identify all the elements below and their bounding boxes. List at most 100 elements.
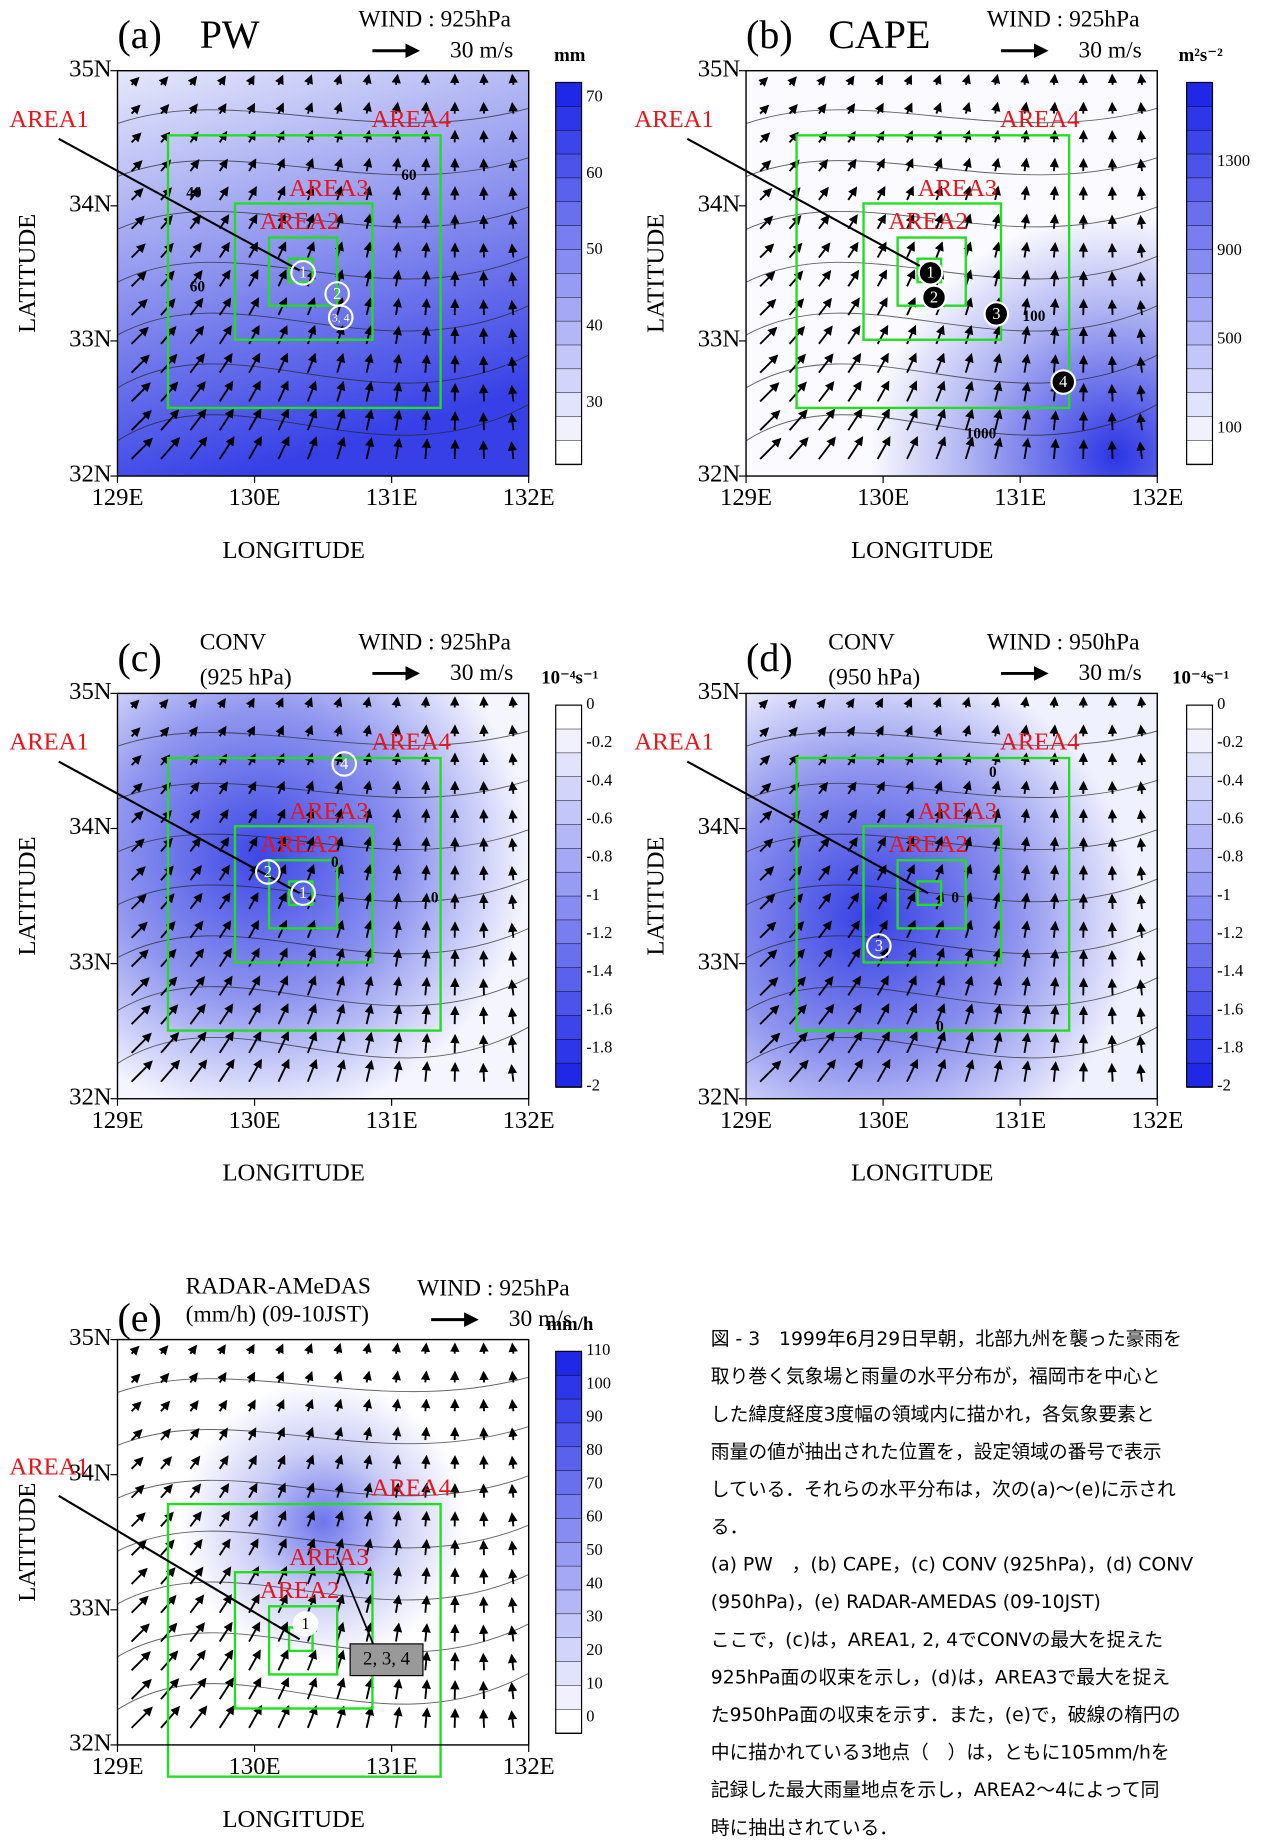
wind-arrow — [364, 975, 374, 996]
wind-arrow — [876, 436, 891, 460]
wind-arrow — [306, 1649, 317, 1671]
wind-arrow — [962, 808, 972, 823]
wind-arrow — [277, 213, 286, 230]
map-frame — [116, 692, 530, 1100]
wind-arrow — [847, 892, 860, 910]
wind-arrow — [247, 158, 257, 172]
colorbar-band — [1186, 848, 1213, 874]
colorbar-band — [1186, 919, 1213, 945]
wind-title: WIND : 925hPa — [358, 7, 511, 33]
wind-arrow — [189, 436, 208, 460]
wind-arrow — [335, 1566, 345, 1585]
wind-arrow — [1136, 1035, 1146, 1054]
wind-arrow — [336, 1003, 346, 1025]
wind-arrow — [847, 186, 858, 201]
wind-arrow — [129, 76, 140, 87]
wind-arrow — [759, 326, 778, 345]
wind-arrow — [759, 160, 772, 172]
colorbar-band — [555, 776, 582, 802]
wind-arrow — [277, 1677, 290, 1700]
wind-arrow — [363, 1426, 373, 1441]
wind-arrow — [875, 130, 885, 143]
wind-arrow — [160, 1031, 180, 1054]
wind-arrow — [964, 352, 974, 373]
x-tick-label: 129E — [91, 484, 143, 511]
wind-arrow — [364, 381, 374, 402]
wind-arrow — [876, 158, 885, 172]
colorbar-tick-label: 40 — [586, 1573, 602, 1592]
colorbar-band — [1186, 82, 1213, 108]
wind-arrow — [364, 297, 374, 316]
wind-arrow — [507, 1035, 518, 1054]
wind-arrow — [393, 409, 403, 431]
wind-arrow — [479, 809, 489, 823]
y-tick-label: 32N — [69, 461, 112, 488]
wind-arrow — [876, 780, 885, 795]
wind-arrow — [964, 1003, 974, 1025]
wind-arrow — [1021, 297, 1031, 316]
wind-arrow — [392, 213, 402, 229]
wind-arrow — [759, 1060, 782, 1083]
wind-arrow — [393, 1678, 403, 1700]
wind-arrow — [847, 947, 861, 968]
wind-arrow — [248, 352, 261, 374]
wind-arrow — [189, 1677, 207, 1700]
wind-arrow — [1137, 101, 1147, 114]
colorbar-band — [1186, 368, 1213, 394]
wind-arrow — [276, 158, 285, 172]
wind-arrow — [1107, 950, 1117, 967]
wind-arrow — [363, 1454, 373, 1470]
wind-arrow — [788, 726, 798, 737]
wind-arrow — [362, 1398, 372, 1412]
site-marker — [255, 859, 281, 885]
wind-arrow — [1049, 920, 1060, 938]
colorbar-tick-label: -0.2 — [1217, 732, 1243, 751]
wind-arrow — [160, 437, 181, 460]
wind-arrow — [306, 864, 316, 881]
colorbar-tick-label: -1 — [1217, 885, 1231, 904]
wind-arrow — [130, 1428, 143, 1441]
wind-arrow — [964, 380, 974, 402]
wind-arrow — [1136, 1063, 1146, 1082]
colorbar-tick-label: 20 — [586, 1640, 602, 1659]
wind-arrow — [248, 324, 260, 345]
wind-arrow — [818, 353, 834, 374]
wind-arrow — [130, 866, 146, 881]
colorbar-tick-label: 90 — [586, 1407, 602, 1426]
wind-arrow — [1021, 976, 1031, 996]
wind-arrow — [130, 1456, 144, 1470]
wind-arrow — [906, 380, 918, 402]
area-label: AREA1 — [634, 729, 713, 756]
wind-arrow — [876, 808, 886, 824]
callout-label: 2, 3, 4 — [363, 1649, 411, 1670]
wind-arrow — [393, 381, 403, 402]
wind-arrow — [421, 1033, 431, 1053]
wind-arrow — [992, 975, 1003, 996]
map-frame — [116, 1338, 530, 1746]
wind-arrow — [277, 1482, 286, 1499]
wind-arrow — [364, 325, 374, 345]
wind-arrow — [218, 920, 232, 939]
colorbar-tick-label: 100 — [586, 1373, 611, 1392]
wind-arrow — [818, 809, 829, 824]
wind-arrow — [160, 1456, 172, 1470]
wind-arrow — [1107, 270, 1118, 287]
colorbar-band — [1186, 249, 1213, 275]
colorbar-unit: mm — [554, 45, 586, 66]
wind-arrow — [508, 1597, 518, 1613]
y-tick-label: 35N — [69, 678, 112, 705]
y-axis-label: LATITUDE — [643, 214, 670, 333]
x-tick-label: 129E — [91, 1107, 143, 1134]
wind-arrow — [248, 975, 261, 996]
x-tick-label: 131E — [994, 1107, 1046, 1134]
colorbar-band — [1186, 177, 1213, 203]
wind-arrow — [964, 975, 974, 996]
wind-arrow — [1107, 921, 1118, 938]
wind-arrow — [187, 698, 198, 709]
caption-line: 図 - 3 1999年6月29日早朝，北部九州を襲った豪雨を — [711, 1328, 1182, 1350]
colorbar-band — [555, 1589, 582, 1615]
area-box — [896, 859, 967, 930]
wind-arrow — [935, 1003, 946, 1025]
wind-arrow — [759, 755, 771, 766]
wind-arrow — [1136, 979, 1146, 996]
